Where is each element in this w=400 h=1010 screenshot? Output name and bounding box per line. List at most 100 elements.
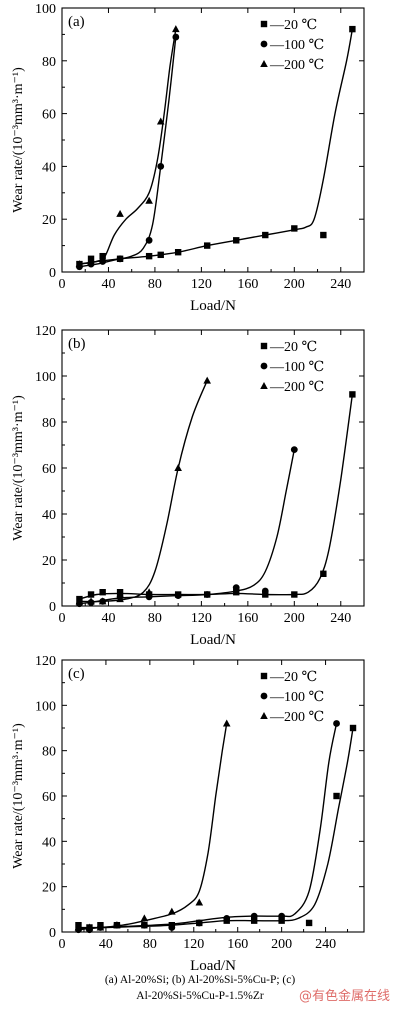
- data-point: [87, 257, 95, 265]
- series-curve: [78, 727, 354, 930]
- series-square: [75, 724, 357, 931]
- x-tick-label: 120: [183, 937, 204, 952]
- legend-label: —100 ℃: [269, 690, 324, 705]
- y-tick-label: 20: [42, 213, 56, 228]
- data-point: [96, 923, 105, 931]
- y-tick-label: 0: [49, 266, 56, 281]
- series-circle: [75, 720, 340, 934]
- y-tick-label: 100: [35, 370, 56, 385]
- y-tick-label: 40: [42, 508, 56, 523]
- x-tick-label: 160: [237, 611, 258, 626]
- data-point: [233, 589, 240, 596]
- y-tick-label: 120: [35, 654, 56, 669]
- panel-label: (b): [68, 336, 86, 352]
- legend-marker: [260, 20, 268, 28]
- x-tick-label: 200: [271, 937, 292, 952]
- data-point: [250, 912, 258, 920]
- data-point: [116, 595, 124, 603]
- x-tick-label: 40: [99, 937, 113, 952]
- y-axis-label: Wear rate/(10⁻³mm³·m⁻¹): [11, 395, 26, 541]
- data-point: [98, 254, 107, 262]
- series-curve: [79, 394, 354, 600]
- data-point: [98, 597, 107, 605]
- data-point: [140, 914, 149, 922]
- data-point: [174, 592, 182, 600]
- data-point: [75, 597, 84, 605]
- data-point: [262, 231, 269, 239]
- x-tick-label: 0: [59, 277, 66, 292]
- y-tick-label: 40: [42, 835, 56, 850]
- data-point: [174, 249, 182, 256]
- data-point: [291, 591, 298, 598]
- legend-label: —200 ℃: [269, 380, 324, 395]
- x-tick-label: 240: [330, 611, 351, 626]
- legend-label: —20 ℃: [269, 670, 317, 685]
- chart-panel-c: 0 40 80 120 160 200 240 0 20 40 60 80 100 120 Load/N We…: [11, 654, 365, 974]
- data-point: [87, 591, 95, 598]
- data-point: [116, 209, 124, 217]
- data-point: [203, 376, 211, 384]
- data-point: [99, 589, 106, 596]
- data-point: [223, 915, 231, 922]
- series-curve: [78, 723, 338, 931]
- y-tick-label: 100: [35, 2, 56, 17]
- data-point: [116, 255, 124, 263]
- y-tick-label: 80: [42, 416, 56, 431]
- data-point: [262, 591, 269, 598]
- y-tick-label: 0: [49, 926, 56, 941]
- legend-label: —20 ℃: [269, 18, 317, 33]
- legend-marker: [260, 672, 268, 680]
- data-point: [349, 724, 357, 732]
- series-triangle: [75, 376, 211, 605]
- y-tick-label: 60: [42, 108, 56, 123]
- series-curve: [79, 28, 177, 265]
- data-point: [145, 236, 153, 244]
- legend-marker: [260, 40, 268, 48]
- data-point: [145, 588, 153, 596]
- y-tick-label: 60: [42, 790, 56, 805]
- panel-label: (a): [68, 14, 85, 30]
- x-tick-label: 160: [227, 937, 248, 952]
- data-point: [278, 912, 286, 920]
- data-point: [145, 196, 153, 204]
- legend-label: —100 ℃: [269, 360, 324, 375]
- data-point: [222, 719, 231, 727]
- data-point: [75, 260, 84, 268]
- series-curve: [79, 449, 295, 605]
- data-point: [291, 225, 298, 232]
- data-point: [140, 921, 148, 929]
- data-point: [168, 907, 176, 915]
- x-tick-label: 0: [59, 937, 66, 952]
- x-axis-label: Load/N: [190, 298, 236, 314]
- caption-line-1: (a) Al-20%Si; (b) Al-20%Si-5%Cu-P; (c): [104, 974, 296, 986]
- series-circle: [76, 33, 180, 271]
- x-tick-label: 40: [101, 277, 115, 292]
- chart-panel-a: 0 40 80 120 160 200 240 0 20 40 60 80 100 Load/N Wear …: [11, 2, 365, 314]
- data-point: [290, 446, 298, 453]
- y-tick-label: 120: [35, 324, 56, 339]
- legend-marker: [260, 692, 268, 700]
- data-point: [195, 919, 203, 927]
- data-point: [203, 242, 211, 249]
- panel-label: (c): [68, 666, 85, 682]
- data-point: [157, 251, 164, 259]
- data-point: [172, 25, 180, 33]
- data-point: [168, 924, 176, 931]
- data-point: [113, 921, 121, 929]
- y-tick-label: 40: [42, 160, 56, 175]
- series-curve: [79, 380, 208, 603]
- x-tick-label: 120: [191, 611, 212, 626]
- caption-line-2: Al-20%Si-5%Cu-P-1.5%Zr: [136, 990, 264, 1002]
- legend-marker: [260, 712, 268, 719]
- data-point: [195, 898, 204, 906]
- legend-marker: [260, 342, 268, 350]
- series-circle: [76, 446, 298, 608]
- y-tick-label: 20: [42, 554, 56, 569]
- series-curve: [79, 36, 177, 268]
- legend-label: —200 ℃: [269, 710, 324, 725]
- y-tick-label: 80: [42, 55, 56, 70]
- data-point: [74, 923, 83, 931]
- data-point: [333, 792, 340, 800]
- legend-marker: [260, 60, 268, 67]
